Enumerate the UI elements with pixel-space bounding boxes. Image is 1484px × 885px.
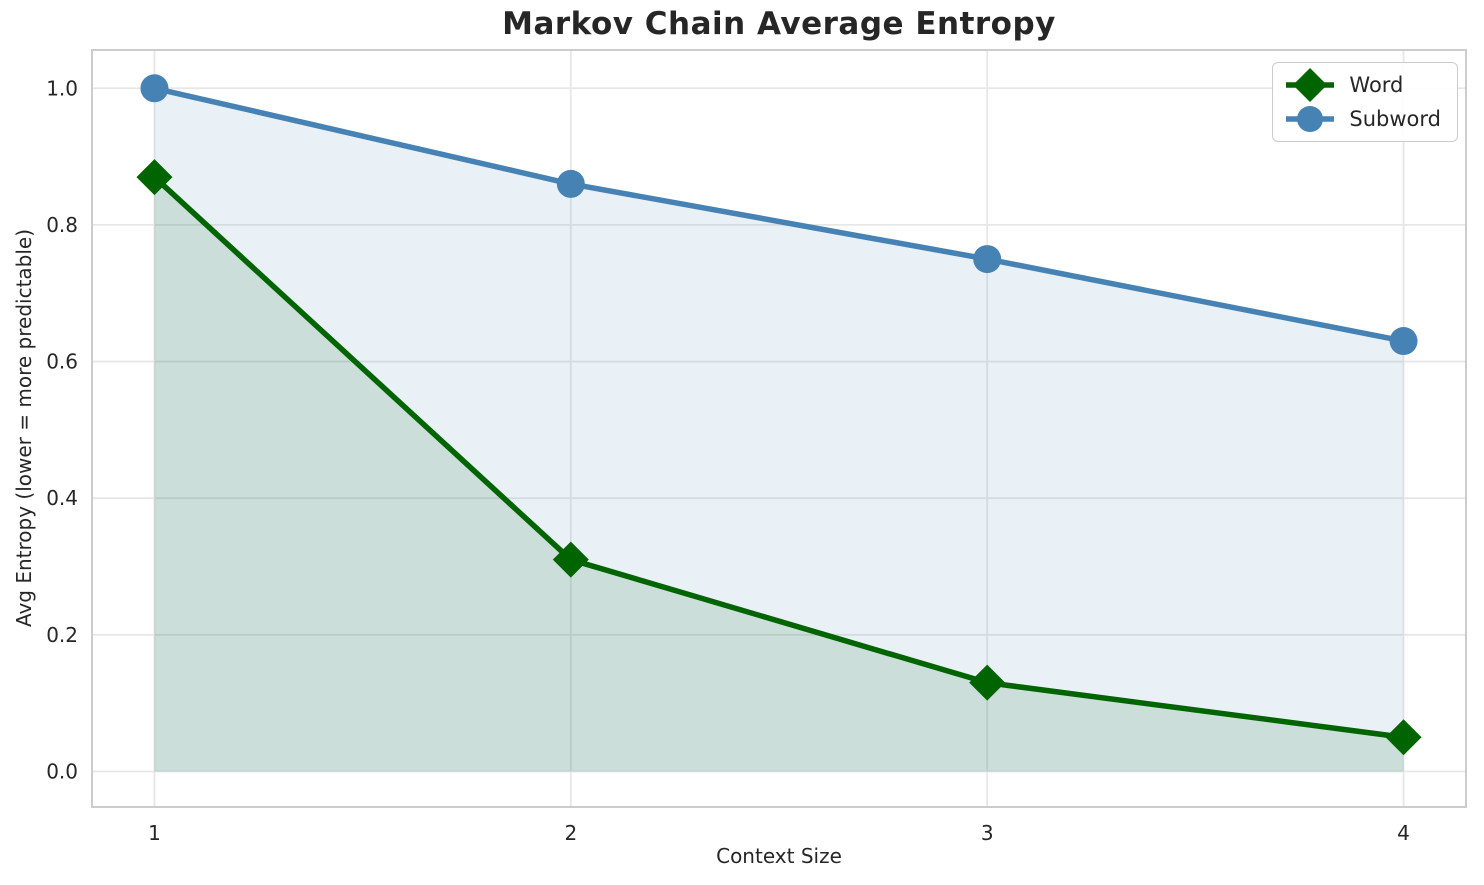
y-tick-label: 0.8: [46, 213, 78, 237]
word-line: [151, 174, 1407, 741]
subword-marker: [556, 169, 585, 198]
subword-line: [151, 85, 1407, 344]
subword-circle-marker-icon: [1283, 101, 1337, 137]
y-tick-label: 0.6: [46, 350, 78, 374]
y-axis-label: Avg Entropy (lower = more predictable): [12, 228, 36, 628]
x-tick-label: 2: [564, 821, 577, 845]
y-tick-label: 1.0: [46, 76, 78, 100]
word-marker: [552, 541, 589, 578]
x-tick-label: 1: [148, 821, 161, 845]
plot-border: [91, 49, 1467, 808]
word-marker: [969, 664, 1006, 701]
word-diamond-marker-icon: [1283, 67, 1337, 103]
subword-area-fill: [154, 88, 1404, 772]
word-marker: [136, 159, 173, 196]
subword-marker: [1389, 327, 1418, 356]
word-marker: [1385, 719, 1422, 756]
x-tick-label: 4: [1397, 821, 1410, 845]
chart-title: Markov Chain Average Entropy: [502, 6, 1056, 42]
legend-item-word: Word: [1283, 67, 1441, 103]
subword-marker: [973, 245, 1002, 274]
x-tick-label: 3: [981, 821, 994, 845]
legend: Word Subword: [1272, 62, 1458, 142]
legend-label-subword: Subword: [1349, 107, 1441, 131]
y-tick-label: 0.4: [46, 486, 78, 510]
legend-item-subword: Subword: [1283, 103, 1441, 135]
legend-label-word: Word: [1349, 73, 1404, 97]
y-tick-label: 0.2: [46, 623, 78, 647]
word-area-fill: [154, 177, 1404, 772]
y-tick-label: 0.0: [46, 759, 78, 783]
subword-marker: [140, 74, 169, 103]
x-axis-label: Context Size: [716, 844, 842, 868]
